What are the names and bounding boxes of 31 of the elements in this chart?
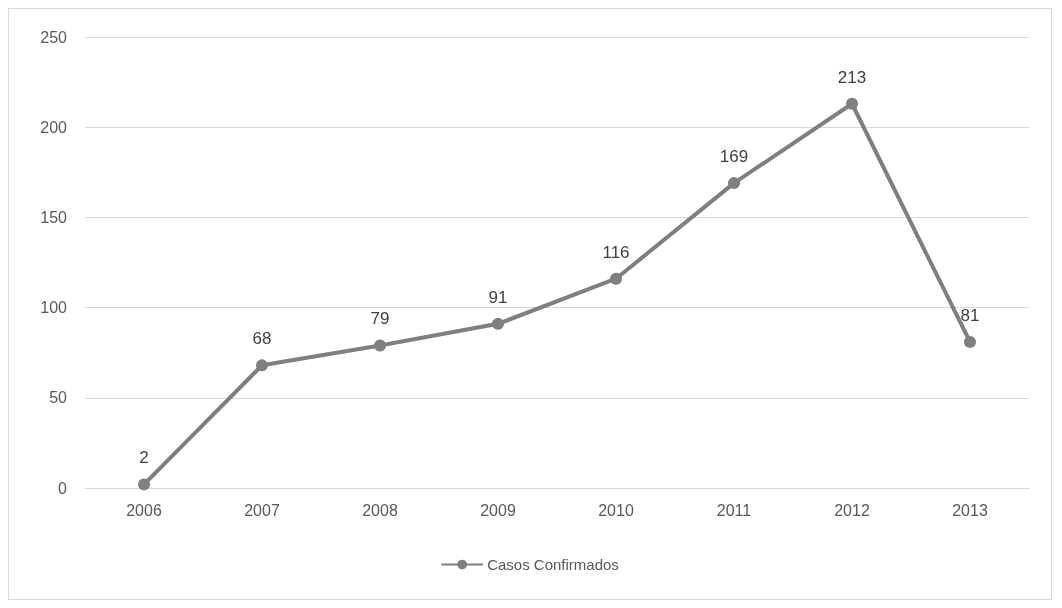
data-label: 68 (252, 329, 272, 349)
data-label: 169 (719, 147, 749, 167)
x-tick-label: 2008 (362, 501, 398, 519)
point (728, 177, 740, 190)
y-tick-label: 100 (40, 299, 68, 317)
y-tick-label: 150 (40, 208, 68, 226)
x-tick-label: 2013 (952, 501, 988, 519)
data-label: 81 (960, 305, 980, 325)
point (492, 317, 504, 330)
point (138, 478, 150, 491)
legend-label: Casos Confirmados (487, 556, 619, 573)
data-label: 91 (488, 287, 508, 307)
x-tick-label: 2007 (244, 501, 280, 519)
point (374, 339, 386, 352)
y-tick-label: 200 (40, 118, 68, 136)
x-tick-label: 2006 (126, 501, 162, 519)
data-label: 2 (139, 448, 149, 468)
y-tick-label: 0 (58, 479, 68, 497)
data-label: 116 (602, 242, 630, 262)
y-tick-label: 250 (40, 28, 68, 46)
x-tick-label: 2009 (480, 501, 516, 519)
x-tick-label: 2012 (834, 501, 870, 519)
point (610, 272, 622, 285)
data-label: 213 (837, 67, 867, 87)
data-label: 79 (370, 309, 390, 329)
y-tick-label: 50 (49, 389, 68, 407)
x-tick-label: 2011 (716, 501, 752, 519)
x-tick-label: 2010 (598, 501, 634, 519)
point (964, 335, 976, 348)
point (846, 97, 858, 110)
point (256, 359, 268, 372)
